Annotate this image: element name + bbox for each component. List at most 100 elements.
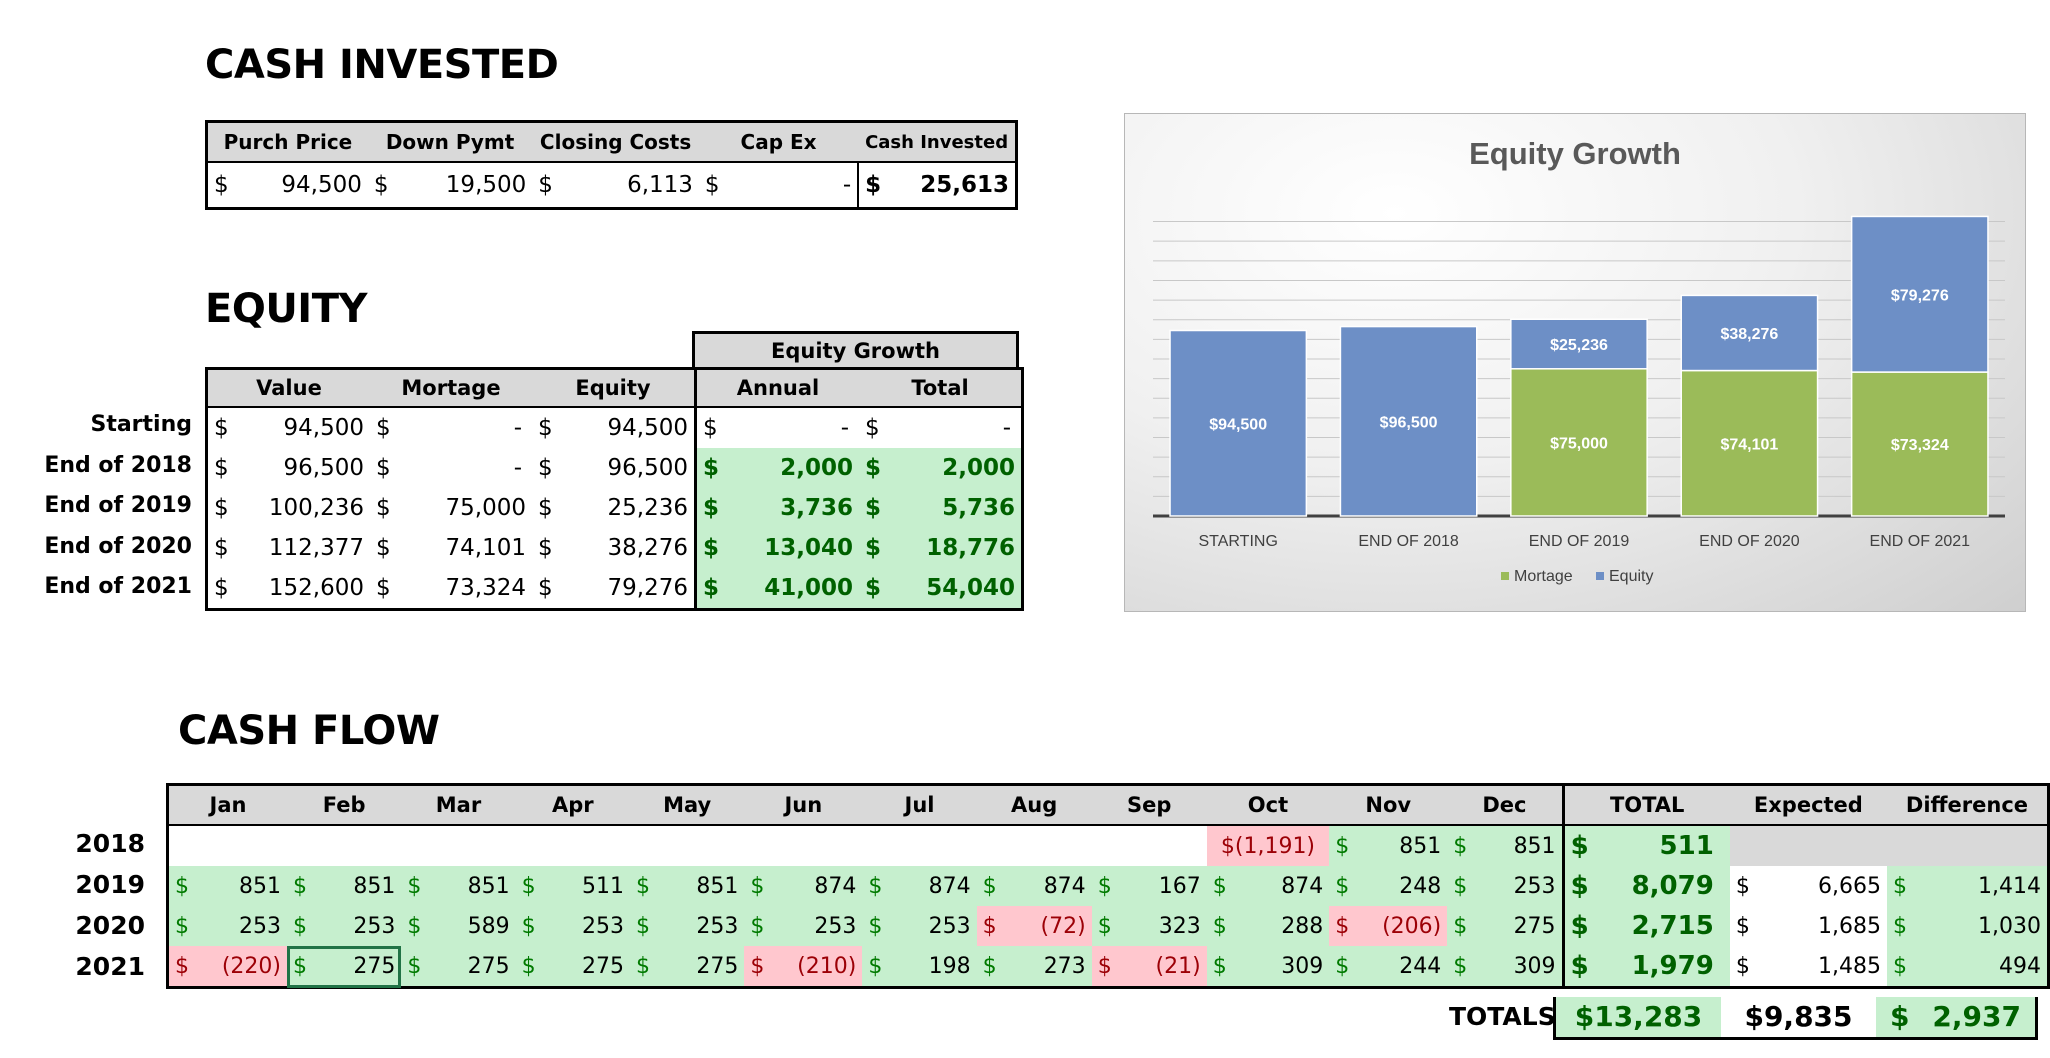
- cash-flow-cell[interactable]: [1092, 825, 1207, 866]
- cash-flow-cell[interactable]: [630, 825, 744, 866]
- equity-growth-header[interactable]: Equity Growth: [693, 332, 1018, 368]
- cash-flow-header-oct[interactable]: Oct: [1206, 784, 1330, 826]
- cash-flow-header-apr[interactable]: Apr: [515, 784, 630, 826]
- cash-flow-difference-cell[interactable]: $494: [1886, 946, 2049, 988]
- header-annual[interactable]: Annual: [694, 368, 859, 407]
- cash-flow-cell[interactable]: $874: [862, 866, 977, 906]
- cash-flow-cell[interactable]: $874: [976, 866, 1092, 906]
- cash-flow-cell[interactable]: $275: [401, 946, 516, 988]
- cash-flow-header-difference[interactable]: Difference: [1886, 784, 2049, 826]
- cash-flow-total-cell[interactable]: $8,079: [1561, 866, 1730, 906]
- cash-flow-cell[interactable]: $511: [515, 866, 630, 906]
- cash-flow-header-total[interactable]: TOTAL: [1561, 784, 1730, 826]
- cash-flow-cell[interactable]: $851: [630, 866, 745, 906]
- cash-flow-header-jun[interactable]: Jun: [744, 784, 863, 826]
- cash-flow-cell[interactable]: [862, 825, 976, 866]
- bar-equity[interactable]: [1339, 325, 1478, 517]
- header-mortage[interactable]: Mortage: [370, 368, 532, 407]
- cash-flow-cell[interactable]: $851: [1447, 825, 1564, 866]
- cash-flow-cell[interactable]: $ (72): [976, 906, 1092, 946]
- cash-flow-cell[interactable]: $309: [1206, 946, 1330, 988]
- equity-cell[interactable]: $73,324: [376, 575, 526, 601]
- cash-flow-expected-cell[interactable]: $1,485: [1735, 953, 1881, 979]
- cash-flow-cell[interactable]: $851: [287, 866, 402, 906]
- cash-invested-cell[interactable]: $25,613: [857, 161, 1017, 209]
- cash-flow-cell[interactable]: $851: [167, 866, 288, 906]
- cash-flow-cell[interactable]: [401, 825, 515, 866]
- equity-cell[interactable]: $41,000: [694, 568, 859, 610]
- equity-cell[interactable]: $ -: [859, 406, 1023, 448]
- cash-flow-cell[interactable]: $323: [1091, 906, 1207, 946]
- equity-cell[interactable]: $96,500: [214, 455, 364, 481]
- bar-equity[interactable]: [1850, 215, 1989, 373]
- cash-flow-header-dec[interactable]: Dec: [1447, 784, 1564, 826]
- cash-flow-cell[interactable]: $275: [287, 946, 402, 988]
- equity-cell[interactable]: $13,040: [694, 528, 859, 568]
- cash-flow-cell[interactable]: $253: [167, 906, 288, 946]
- cash-flow-cell[interactable]: [516, 825, 630, 866]
- cash-flow-cell[interactable]: $253: [515, 906, 630, 946]
- cash-flow-cell[interactable]: $ (220): [167, 946, 288, 988]
- equity-cell[interactable]: $ -: [694, 406, 859, 448]
- cash-flow-cell[interactable]: $309: [1447, 946, 1564, 988]
- cash-flow-cell[interactable]: $253: [287, 906, 402, 946]
- equity-cell[interactable]: $100,236: [214, 495, 364, 521]
- equity-cell[interactable]: $74,101: [376, 535, 526, 561]
- cash-flow-cell[interactable]: $167: [1091, 866, 1207, 906]
- cash-flow-cell[interactable]: $275: [515, 946, 630, 988]
- cash-flow-cell[interactable]: $253: [744, 906, 863, 946]
- cash-flow-cell[interactable]: $874: [744, 866, 863, 906]
- equity-cell[interactable]: $152,600: [214, 575, 364, 601]
- header-cap-ex[interactable]: Cap Ex: [698, 121, 859, 162]
- cash-flow-cell[interactable]: $(1,191): [1206, 825, 1330, 866]
- equity-cell[interactable]: $2,000: [859, 448, 1023, 488]
- cash-flow-cell[interactable]: $ (206): [1329, 906, 1448, 946]
- cash-flow-cell[interactable]: $253: [862, 906, 977, 946]
- header-value[interactable]: Value: [206, 368, 370, 407]
- cash-flow-expected-cell[interactable]: [1729, 825, 1887, 866]
- cash-flow-total-cell[interactable]: $1,979: [1561, 946, 1730, 988]
- equity-cell[interactable]: $54,040: [859, 568, 1023, 610]
- cash-flow-cell[interactable]: $589: [401, 906, 516, 946]
- equity-cell[interactable]: $94,500: [206, 406, 370, 448]
- equity-cell[interactable]: $25,236: [538, 495, 688, 521]
- cash-flow-difference-cell[interactable]: $1,030: [1886, 906, 2049, 946]
- cash-flow-difference-cell[interactable]: [1886, 825, 2049, 866]
- cash-flow-cell[interactable]: $244: [1329, 946, 1448, 988]
- cash-flow-total-cell[interactable]: $2,715: [1561, 906, 1730, 946]
- totals-total[interactable]: $13,283: [1556, 997, 1721, 1037]
- cash-flow-cell[interactable]: [168, 825, 288, 866]
- cash-flow-header-jan[interactable]: Jan: [167, 784, 288, 826]
- equity-cell[interactable]: $ -: [370, 406, 532, 448]
- equity-cell[interactable]: $2,000: [694, 448, 859, 488]
- header-cash-invested[interactable]: Cash Invested: [858, 121, 1017, 162]
- cash-flow-cell[interactable]: $851: [401, 866, 516, 906]
- cash-flow-header-nov[interactable]: Nov: [1329, 784, 1448, 826]
- equity-cell[interactable]: $112,377: [214, 535, 364, 561]
- bar-mortage[interactable]: [1680, 369, 1819, 517]
- purch-price-cell[interactable]: $94,500: [206, 161, 368, 209]
- cap-ex-cell[interactable]: $ -: [698, 161, 859, 209]
- cash-flow-cell[interactable]: $253: [630, 906, 745, 946]
- header-total[interactable]: Total: [859, 368, 1023, 407]
- equity-cell[interactable]: $3,736: [694, 488, 859, 528]
- header-closing-costs[interactable]: Closing Costs: [532, 121, 699, 162]
- equity-cell[interactable]: $18,776: [859, 528, 1023, 568]
- cash-flow-header-jul[interactable]: Jul: [862, 784, 977, 826]
- cash-flow-total-cell[interactable]: $511: [1561, 825, 1730, 866]
- cash-flow-expected-cell[interactable]: $1,685: [1735, 913, 1881, 939]
- cash-flow-expected-cell[interactable]: $6,665: [1735, 873, 1881, 899]
- bar-mortage[interactable]: [1850, 371, 1989, 517]
- cash-flow-cell[interactable]: $275: [1447, 906, 1564, 946]
- equity-cell[interactable]: $ -: [376, 455, 522, 481]
- header-purch-price[interactable]: Purch Price: [206, 121, 368, 162]
- cash-flow-header-aug[interactable]: Aug: [976, 784, 1092, 826]
- header-equity[interactable]: Equity: [532, 368, 696, 407]
- totals-difference[interactable]: $2,937: [1876, 997, 2035, 1037]
- equity-cell[interactable]: $94,500: [532, 406, 696, 448]
- cash-flow-cell[interactable]: $198: [862, 946, 977, 988]
- cash-flow-header-expected[interactable]: Expected: [1729, 784, 1887, 826]
- equity-cell[interactable]: $38,276: [538, 535, 688, 561]
- bar-equity[interactable]: [1169, 329, 1308, 517]
- cash-flow-header-sep[interactable]: Sep: [1091, 784, 1207, 826]
